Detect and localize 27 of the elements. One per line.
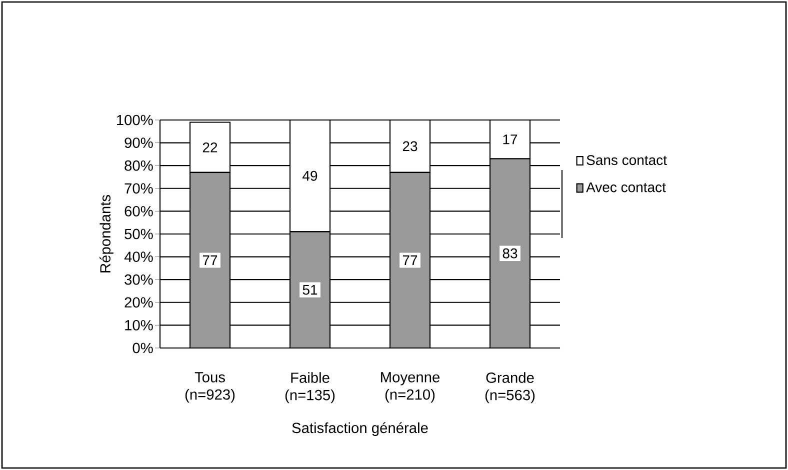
data-label: 77 — [402, 255, 418, 266]
data-label: 17 — [503, 134, 518, 144]
x-tick-label: Grande (n=563) — [485, 372, 535, 404]
data-label: 23 — [402, 141, 418, 152]
x-tick-label: Tous (n=923) — [185, 372, 235, 403]
y-tick-label: 30% — [124, 274, 153, 285]
y-tick-label: 0% — [132, 342, 153, 354]
data-label: 83 — [502, 248, 518, 258]
y-tick-label: 10% — [125, 320, 153, 330]
y-axis-title: Répondants — [100, 194, 114, 272]
y-tick-label: 90% — [124, 138, 153, 148]
y-tick-label: 80% — [124, 160, 153, 171]
y-tick-label: 100% — [117, 114, 153, 126]
y-tick-label: 40% — [124, 252, 153, 262]
y-tick-label: 70% — [124, 183, 153, 194]
legend-label: Avec contact — [586, 182, 666, 192]
data-label: 77 — [202, 255, 218, 266]
y-tick-label: 50% — [124, 228, 153, 240]
data-label: 51 — [302, 284, 318, 295]
x-tick-label: Faible (n=135) — [285, 372, 335, 404]
y-tick-label: 60% — [124, 206, 153, 216]
x-tick-label: Moyenne (n=210) — [381, 372, 440, 403]
data-label: 22 — [202, 142, 218, 152]
x-axis-title: Satisfaction générale — [292, 422, 428, 436]
y-tick-label: 20% — [124, 297, 153, 308]
data-label: 49 — [302, 170, 318, 181]
legend-label: Sans contact — [586, 155, 667, 166]
